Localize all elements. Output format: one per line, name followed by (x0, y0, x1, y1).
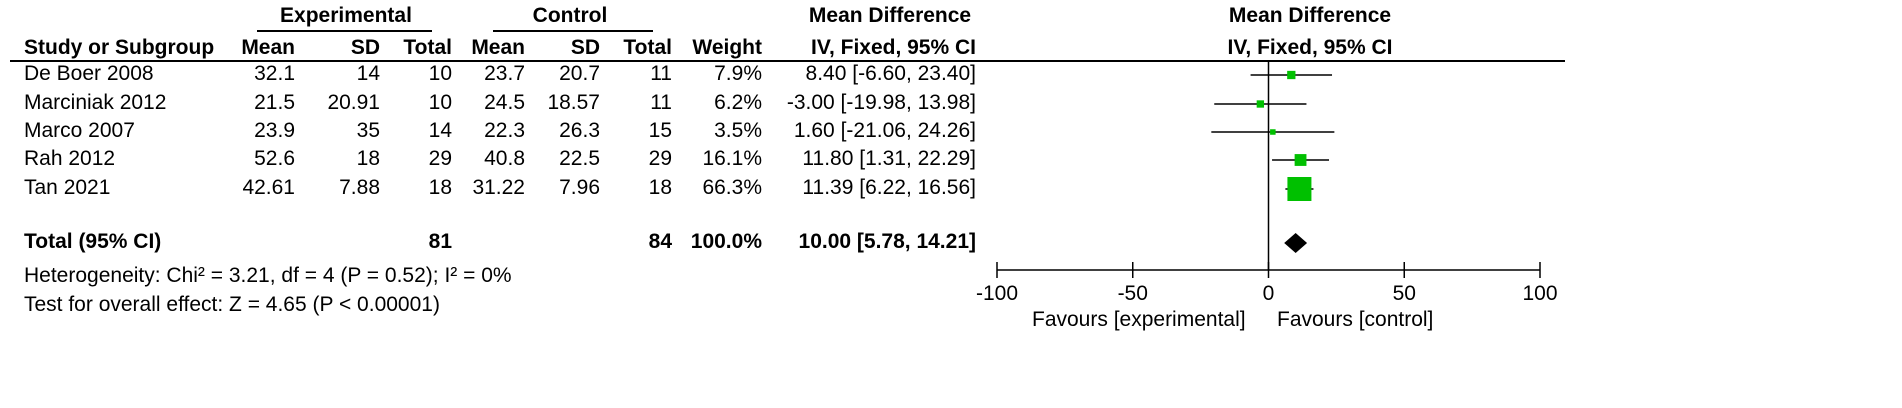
point-estimate-square (1270, 129, 1276, 135)
x-axis-tick-label: 100 (1522, 282, 1557, 305)
point-estimate-square (1287, 177, 1312, 201)
study-cell-total-exp: 10 (428, 91, 452, 114)
header-total-control: Total (623, 36, 672, 59)
study-cell-ci-text: 11.80 [1.31, 22.29] (802, 147, 976, 170)
study-cell-mean-exp: 42.61 (242, 176, 295, 199)
study-cell-weight: 66.3% (702, 176, 762, 199)
study-cell-mean-ctl: 24.5 (484, 91, 525, 114)
study-cell-name: Tan 2021 (24, 176, 111, 199)
study-cell-weight: 3.5% (714, 119, 762, 142)
study-cell-weight: 16.1% (702, 147, 762, 170)
header-weight: Weight (692, 36, 762, 59)
favours-control-label: Favours [control] (1277, 308, 1434, 331)
study-cell-total-exp: 14 (428, 119, 452, 142)
study-cell-weight: 7.9% (714, 62, 762, 85)
point-estimate-square (1287, 70, 1296, 80)
study-cell-total-exp: 18 (428, 176, 452, 199)
study-cell-total-ctl: 18 (648, 176, 672, 199)
header-underline-experimental (257, 30, 432, 32)
study-cell-total-ctl: 29 (648, 147, 672, 170)
study-cell-sd-exp: 20.91 (327, 91, 380, 114)
study-cell-total-ctl: 15 (648, 119, 672, 142)
overall-effect-text: Test for overall effect: Z = 4.65 (P < 0… (24, 293, 440, 316)
study-cell-mean-ctl: 22.3 (484, 119, 525, 142)
study-cell-ci-text: 1.60 [-21.06, 24.26] (793, 119, 976, 142)
study-cell-ci-text: 11.39 [6.22, 16.56] (802, 176, 976, 199)
header-divider (10, 60, 1565, 62)
total-ci-text: 10.00 [5.78, 14.21] (798, 230, 976, 253)
study-cell-sd-exp: 7.88 (339, 176, 380, 199)
study-cell-sd-ctl: 20.7 (559, 62, 600, 85)
total-weight: 100.0% (690, 230, 762, 253)
header-group-mean-difference: Mean Difference (808, 4, 972, 27)
pooled-diamond (1284, 233, 1308, 253)
study-cell-sd-exp: 18 (356, 147, 380, 170)
study-cell-mean-ctl: 40.8 (484, 147, 525, 170)
study-cell-name: Marciniak 2012 (24, 91, 167, 114)
header-md-method: IV, Fixed, 95% CI (811, 36, 976, 59)
study-cell-sd-ctl: 18.57 (547, 91, 600, 114)
x-axis-tick-label: -50 (1118, 282, 1148, 305)
header-group-experimental: Experimental (280, 4, 412, 27)
study-cell-sd-ctl: 7.96 (559, 176, 600, 199)
header-mean-experimental: Mean (241, 36, 295, 59)
total-n-experimental: 81 (428, 230, 452, 253)
study-cell-sd-ctl: 26.3 (559, 119, 600, 142)
x-axis-tick-label: 0 (1263, 282, 1275, 305)
favours-experimental-label: Favours [experimental] (1032, 308, 1246, 331)
point-estimate-square (1294, 154, 1307, 166)
study-cell-sd-exp: 35 (356, 119, 380, 142)
header-plot-mean-difference: Mean Difference (1228, 4, 1392, 27)
study-cell-name: De Boer 2008 (24, 62, 154, 85)
header-mean-control: Mean (471, 36, 525, 59)
x-axis-tick-label: -100 (976, 282, 1018, 305)
header-study-or-subgroup: Study or Subgroup (24, 36, 215, 59)
study-cell-mean-exp: 32.1 (254, 62, 295, 85)
point-estimate-square (1256, 100, 1265, 108)
header-total-experimental: Total (403, 36, 452, 59)
study-cell-mean-exp: 21.5 (254, 91, 295, 114)
study-cell-total-exp: 29 (428, 147, 452, 170)
header-group-control: Control (532, 4, 608, 27)
study-cell-sd-exp: 14 (356, 62, 380, 85)
total-label: Total (95% CI) (24, 230, 162, 253)
study-cell-mean-ctl: 31.22 (472, 176, 525, 199)
header-plot-method: IV, Fixed, 95% CI (1227, 36, 1393, 59)
header-sd-experimental: SD (350, 36, 380, 59)
study-cell-ci-text: -3.00 [-19.98, 13.98] (786, 91, 976, 114)
study-cell-weight: 6.2% (714, 91, 762, 114)
header-underline-control (493, 30, 653, 32)
study-cell-total-ctl: 11 (650, 62, 672, 85)
total-n-control: 84 (648, 230, 672, 253)
x-axis-tick-label: 50 (1393, 282, 1416, 305)
study-cell-total-exp: 10 (428, 62, 452, 85)
study-cell-mean-ctl: 23.7 (484, 62, 525, 85)
study-cell-mean-exp: 52.6 (254, 147, 295, 170)
header-sd-control: SD (570, 36, 600, 59)
study-cell-name: Rah 2012 (24, 147, 116, 170)
heterogeneity-text: Heterogeneity: Chi² = 3.21, df = 4 (P = … (24, 264, 512, 287)
study-cell-mean-exp: 23.9 (254, 119, 295, 142)
study-cell-ci-text: 8.40 [-6.60, 23.40] (805, 62, 976, 85)
study-cell-name: Marco 2007 (24, 119, 135, 142)
study-cell-sd-ctl: 22.5 (559, 147, 600, 170)
study-cell-total-ctl: 11 (650, 91, 672, 114)
